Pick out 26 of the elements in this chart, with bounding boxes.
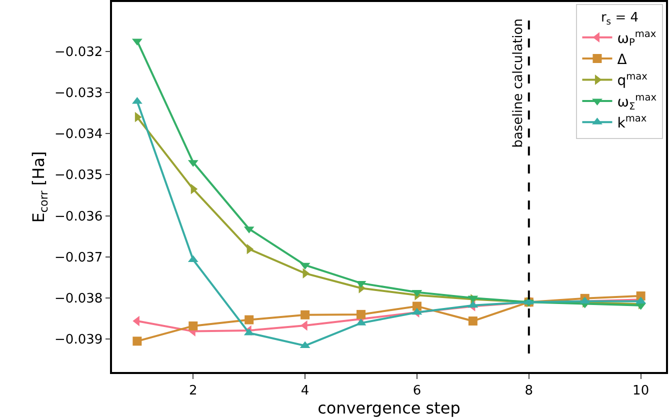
point [300, 310, 310, 320]
y-tick-label: −0.036 [54, 209, 103, 224]
legend-label: Δ [617, 52, 628, 68]
point [356, 310, 366, 319]
legend-label: k$^{max}$ [617, 114, 647, 132]
point [244, 315, 254, 324]
point [468, 316, 478, 326]
legend-label: q$^{max}$ [617, 71, 648, 90]
point [132, 336, 142, 346]
x-tick-label: 10 [632, 383, 650, 398]
x-axis-title: convergence step [318, 398, 460, 418]
x-tick-label: 2 [189, 383, 198, 398]
ref-line-label: baseline calculation [511, 18, 526, 148]
point [412, 302, 422, 311]
y-tick-label: −0.039 [54, 332, 103, 348]
point [188, 321, 198, 330]
x-tick-label: 4 [300, 383, 310, 398]
y-tick-label: −0.034 [54, 127, 103, 142]
y-tick-label: −0.038 [54, 292, 103, 307]
y-tick-label: −0.035 [54, 168, 103, 184]
y-tick-label: −0.033 [54, 86, 103, 101]
x-tick-label: 8 [524, 383, 534, 398]
y-tick-label: −0.032 [54, 44, 103, 60]
legend-title: r$_{s}$ = 4 [600, 10, 639, 28]
x-tick-label: 6 [412, 383, 422, 398]
y-tick-label: −0.037 [54, 250, 103, 266]
